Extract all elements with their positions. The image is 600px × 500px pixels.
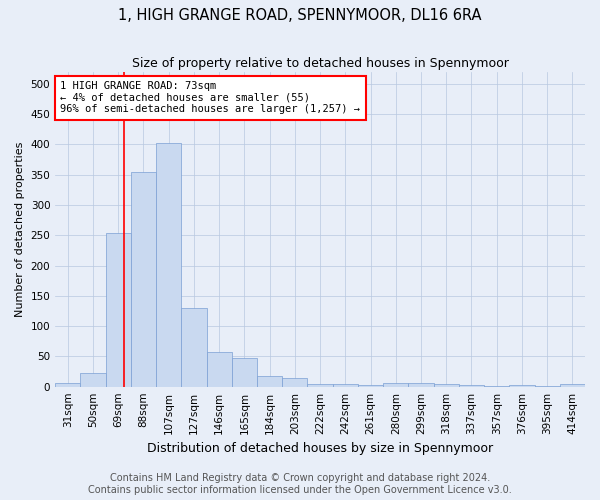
Bar <box>257 376 282 386</box>
Bar <box>131 172 156 386</box>
Title: Size of property relative to detached houses in Spennymoor: Size of property relative to detached ho… <box>131 58 509 70</box>
Bar <box>106 234 131 386</box>
Bar <box>282 378 307 386</box>
Bar <box>55 383 80 386</box>
Bar <box>560 384 585 386</box>
Bar <box>307 384 332 386</box>
Text: 1, HIGH GRANGE ROAD, SPENNYMOOR, DL16 6RA: 1, HIGH GRANGE ROAD, SPENNYMOOR, DL16 6R… <box>118 8 482 22</box>
Bar <box>232 358 257 386</box>
Bar <box>181 308 206 386</box>
Bar <box>156 142 181 386</box>
Text: Contains HM Land Registry data © Crown copyright and database right 2024.
Contai: Contains HM Land Registry data © Crown c… <box>88 474 512 495</box>
Bar <box>434 384 459 386</box>
Bar <box>409 383 434 386</box>
Y-axis label: Number of detached properties: Number of detached properties <box>15 142 25 317</box>
Bar <box>383 383 409 386</box>
Bar <box>206 352 232 386</box>
Text: 1 HIGH GRANGE ROAD: 73sqm
← 4% of detached houses are smaller (55)
96% of semi-d: 1 HIGH GRANGE ROAD: 73sqm ← 4% of detach… <box>61 81 361 114</box>
Bar <box>332 384 358 386</box>
Bar <box>358 385 383 386</box>
X-axis label: Distribution of detached houses by size in Spennymoor: Distribution of detached houses by size … <box>147 442 493 455</box>
Bar <box>80 372 106 386</box>
